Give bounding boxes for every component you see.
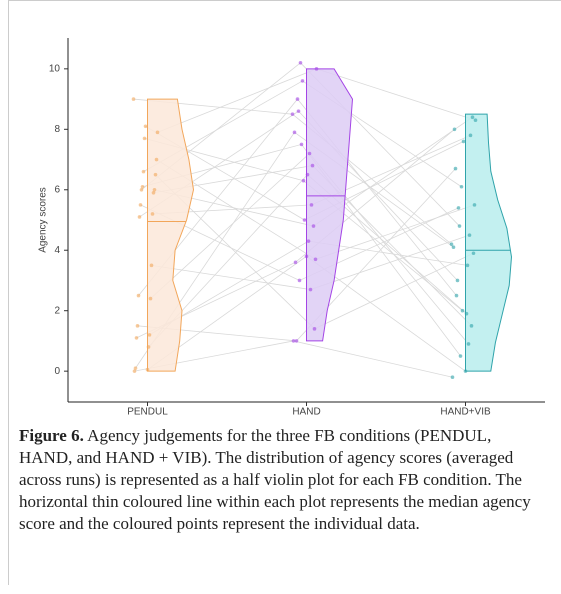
data-point xyxy=(305,172,310,177)
y-tick-label: 0 xyxy=(54,366,60,377)
data-point xyxy=(140,184,145,189)
data-point xyxy=(311,224,316,228)
x-tick-label: HAND xyxy=(292,407,320,418)
y-tick-label: 8 xyxy=(54,124,60,135)
caption: Figure 6. Agency judgements for the thre… xyxy=(19,425,534,535)
data-point xyxy=(296,109,301,113)
data-point xyxy=(451,245,456,250)
data-point xyxy=(132,369,137,373)
pair-line xyxy=(134,340,453,378)
data-point xyxy=(312,327,317,331)
data-point xyxy=(463,369,468,373)
data-point xyxy=(466,342,471,346)
y-tick-label: 10 xyxy=(49,63,61,74)
data-point xyxy=(135,324,140,328)
data-point xyxy=(473,118,478,123)
data-point xyxy=(143,124,148,129)
data-point xyxy=(465,263,470,268)
data-point xyxy=(458,354,463,358)
data-point xyxy=(298,60,303,65)
data-point xyxy=(146,345,151,349)
data-point xyxy=(304,254,309,259)
data-point xyxy=(155,130,160,135)
data-point xyxy=(290,112,295,116)
data-point xyxy=(309,203,314,207)
y-axis-label: Agency scores xyxy=(38,187,49,253)
data-point xyxy=(292,130,297,135)
data-point xyxy=(137,215,142,219)
data-point xyxy=(471,251,476,256)
caption-label: Figure 6. xyxy=(19,426,84,445)
data-point xyxy=(295,97,300,101)
data-point xyxy=(299,142,304,147)
data-point xyxy=(467,233,472,237)
data-point xyxy=(136,293,141,298)
data-point xyxy=(145,367,150,372)
data-point xyxy=(142,136,147,141)
data-point xyxy=(301,178,306,183)
data-point xyxy=(472,203,477,207)
data-point xyxy=(460,308,465,313)
violin xyxy=(465,113,513,372)
data-point xyxy=(313,257,318,262)
data-point xyxy=(314,67,319,71)
data-point xyxy=(310,163,315,168)
data-point xyxy=(449,242,454,246)
data-point xyxy=(139,187,144,192)
data-point xyxy=(454,293,459,298)
data-point xyxy=(468,133,473,138)
violin xyxy=(147,98,195,372)
y-tick-label: 4 xyxy=(54,245,60,256)
data-point xyxy=(452,127,457,132)
data-point xyxy=(470,115,475,120)
data-point xyxy=(464,311,469,316)
data-point xyxy=(294,339,299,343)
pair-line xyxy=(143,80,462,188)
data-point xyxy=(151,190,156,195)
data-point xyxy=(153,172,158,177)
data-point xyxy=(133,366,138,370)
data-point xyxy=(131,97,136,101)
data-point xyxy=(150,212,155,216)
data-point xyxy=(149,263,154,268)
data-point xyxy=(152,187,157,192)
data-point xyxy=(308,287,313,292)
data-point xyxy=(154,157,159,162)
data-point xyxy=(459,184,464,189)
chart: Agency scores 0 2 4 6 8 10 PENDUL HAND HAND+VIB xyxy=(38,38,545,418)
data-point xyxy=(455,278,460,283)
data-point xyxy=(302,218,307,222)
data-point xyxy=(148,296,153,301)
y-tick-label: 6 xyxy=(54,184,60,195)
data-point xyxy=(300,79,305,83)
violin xyxy=(306,68,354,342)
data-point xyxy=(134,336,139,340)
caption-text: Agency judgements for the three FB condi… xyxy=(19,426,531,533)
data-point xyxy=(450,375,455,380)
data-point xyxy=(469,324,474,328)
data-point xyxy=(293,260,298,265)
data-point xyxy=(456,206,461,210)
y-tick-label: 2 xyxy=(54,305,60,316)
data-point xyxy=(457,224,462,228)
x-tick-label: HAND+VIB xyxy=(440,407,491,418)
figure-frame xyxy=(8,0,561,585)
x-tick-label: PENDUL xyxy=(127,407,168,418)
data-point xyxy=(147,333,152,337)
data-point xyxy=(306,239,311,243)
data-point xyxy=(291,339,296,343)
pair-line xyxy=(144,137,463,312)
data-point xyxy=(141,169,146,174)
data-point xyxy=(297,278,302,283)
data-point xyxy=(138,203,143,207)
data-point xyxy=(461,139,466,144)
data-point xyxy=(307,151,312,156)
data-point xyxy=(453,166,458,171)
